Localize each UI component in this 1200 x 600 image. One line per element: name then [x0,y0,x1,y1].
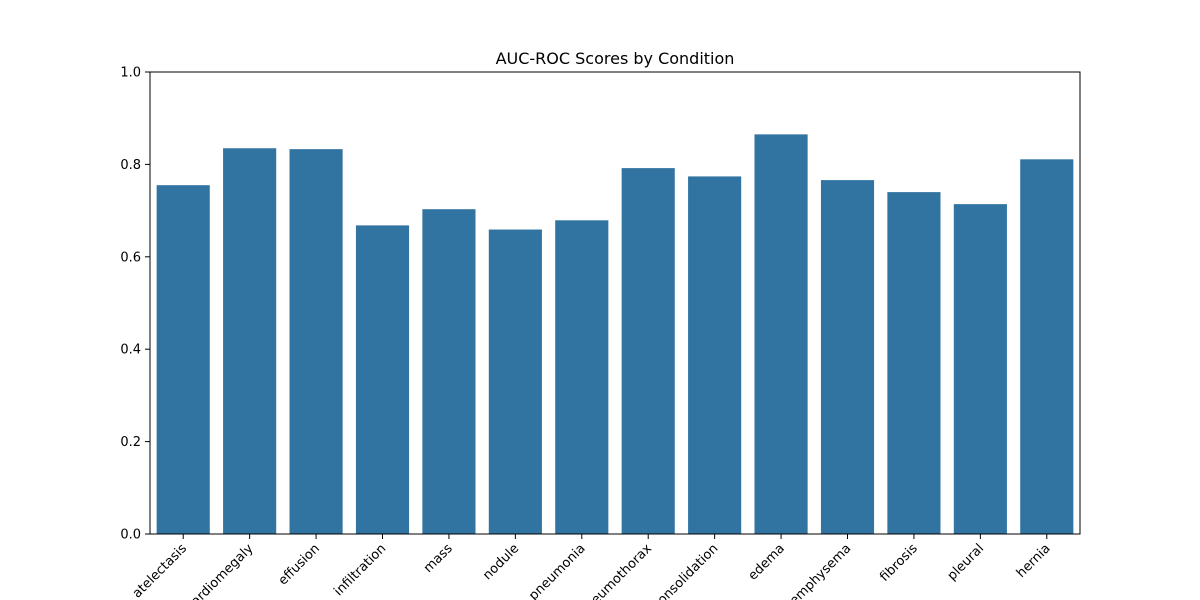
y-tick-label: 0.2 [120,435,141,450]
bar-consolidation [688,176,742,534]
bar-pneumonia [555,220,609,535]
bar-pleural [953,204,1007,534]
x-tick-label: atelectasis [130,541,190,600]
bar-fibrosis [887,192,941,534]
x-tick-label: pneumothorax [577,541,655,600]
x-tick-label: mass [421,541,456,576]
x-tick-label: emphysema [787,541,854,600]
bar-edema [754,134,808,534]
chart-title: AUC-ROC Scores by Condition [496,49,735,68]
bar-hernia [1020,159,1074,534]
x-tick-label: nodule [480,541,522,583]
plot-frame [149,71,1081,535]
y-tick-label: 0.8 [120,158,141,173]
x-tick-label: consolidation [650,541,722,600]
x-tick-label: effusion [276,541,323,588]
x-tick-label: edema [746,541,788,583]
x-tick-label: infiltration [331,541,389,599]
x-tick-label: hernia [1014,541,1054,581]
y-tick-label: 1.0 [120,66,141,81]
bar-nodule [488,229,542,535]
x-tick-label: fibrosis [877,541,921,585]
bar-infiltration [355,225,410,534]
bar-cardiomegaly [223,148,277,535]
bar-pneumothorax [621,168,675,534]
y-tick-label: 0.4 [120,343,141,358]
x-tick-label: pneumonia [526,541,588,600]
bar-effusion [289,149,343,534]
y-tick-label: 0.6 [120,250,141,265]
y-tick-label: 0.0 [120,528,141,543]
y-axis-ticks: 0.0 0.2 0.4 0.6 0.8 1.0 [120,66,150,543]
x-tick-label: pleural [945,541,987,583]
x-tick-label: cardiomegaly [183,541,256,600]
bar-atelectasis [156,185,210,534]
bar-mass [422,209,476,534]
bar-emphysema [820,180,875,535]
bars-group [156,134,1074,535]
